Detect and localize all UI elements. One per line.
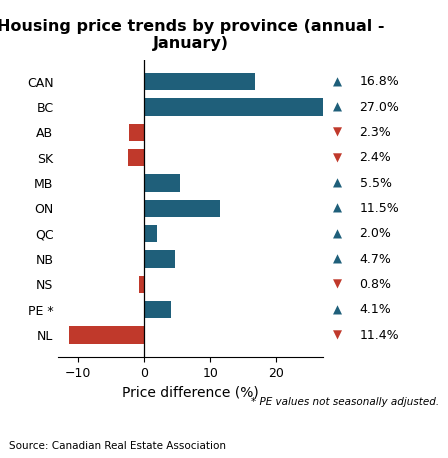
Bar bbox=[139, 276, 144, 293]
Text: ▼: ▼ bbox=[333, 151, 342, 164]
Text: ▲: ▲ bbox=[333, 252, 342, 266]
Bar bbox=[144, 73, 255, 90]
Text: Source: Canadian Real Estate Association: Source: Canadian Real Estate Association bbox=[9, 441, 226, 451]
Text: 0.8%: 0.8% bbox=[360, 278, 392, 291]
Text: ▼: ▼ bbox=[333, 328, 342, 342]
Text: 2.0%: 2.0% bbox=[360, 227, 392, 240]
Text: ▲: ▲ bbox=[333, 303, 342, 316]
Text: 4.1%: 4.1% bbox=[360, 303, 391, 316]
Bar bbox=[69, 327, 144, 344]
Text: ▲: ▲ bbox=[333, 176, 342, 190]
Bar bbox=[144, 98, 323, 115]
X-axis label: Price difference (%): Price difference (%) bbox=[122, 386, 259, 399]
Text: * PE values not seasonally adjusted.: * PE values not seasonally adjusted. bbox=[251, 398, 439, 407]
Text: 11.4%: 11.4% bbox=[360, 328, 399, 342]
Text: ▲: ▲ bbox=[333, 202, 342, 215]
Bar bbox=[144, 200, 220, 217]
Text: 2.3%: 2.3% bbox=[360, 126, 391, 139]
Text: 4.7%: 4.7% bbox=[360, 252, 392, 266]
Bar bbox=[144, 301, 171, 318]
Text: ▲: ▲ bbox=[333, 75, 342, 88]
Text: 27.0%: 27.0% bbox=[360, 100, 400, 114]
Bar bbox=[144, 174, 181, 191]
Bar bbox=[144, 225, 157, 242]
Text: 11.5%: 11.5% bbox=[360, 202, 399, 215]
Bar bbox=[128, 149, 144, 166]
Text: ▼: ▼ bbox=[333, 278, 342, 291]
Text: ▲: ▲ bbox=[333, 227, 342, 240]
Text: 2.4%: 2.4% bbox=[360, 151, 391, 164]
Text: 16.8%: 16.8% bbox=[360, 75, 399, 88]
Text: ▲: ▲ bbox=[333, 100, 342, 114]
Text: 5.5%: 5.5% bbox=[360, 176, 392, 190]
Bar bbox=[144, 251, 175, 267]
Title: Housing price trends by province (annual -
January): Housing price trends by province (annual… bbox=[0, 19, 384, 51]
Bar bbox=[129, 124, 144, 141]
Text: ▼: ▼ bbox=[333, 126, 342, 139]
